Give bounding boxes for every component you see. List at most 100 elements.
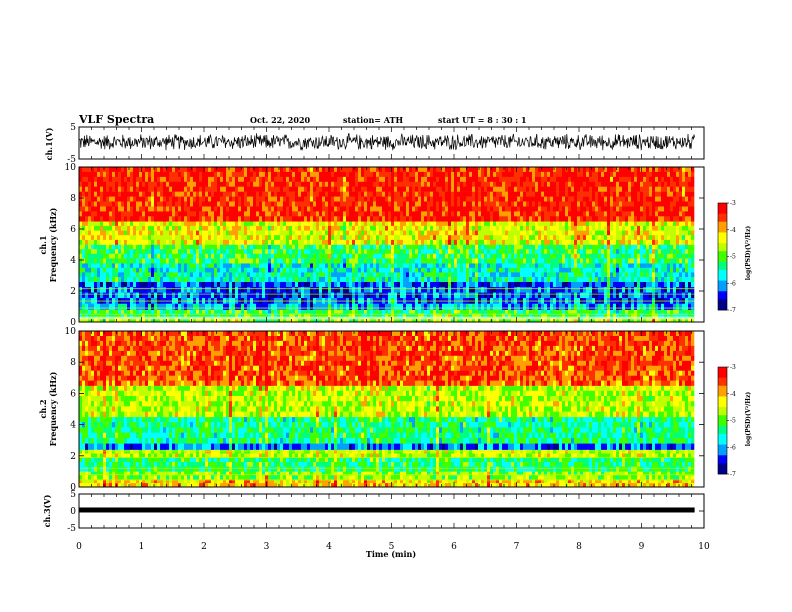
ch2-spectrogram-colorbar-cell bbox=[718, 425, 727, 429]
ch1-spectrogram-colorbar-cell bbox=[718, 213, 727, 217]
ch2-spectrogram-colorbar-tick-label: -4 bbox=[730, 391, 736, 398]
ch1-spectrogram-colorbar-cell bbox=[718, 272, 727, 276]
ch1-spectrogram-colorbar-cell bbox=[718, 235, 727, 239]
time-axis-tick-label: 9 bbox=[639, 542, 645, 552]
ch2-spectrogram-colorbar-cell bbox=[718, 457, 727, 462]
ch1-spectrogram-colorbar-cell bbox=[718, 205, 727, 209]
ch1-spectrogram-colorbar-cell bbox=[718, 261, 727, 265]
ch2-spectrogram-colorbar-cell bbox=[718, 372, 727, 376]
time-axis-tick-label: 0 bbox=[76, 542, 82, 552]
ch2-spectrogram-colorbar-cell bbox=[718, 441, 727, 445]
ch3-waveform-ylabel: ch.3(V) bbox=[42, 494, 52, 527]
ch2-spectrogram-colorbar-cell bbox=[718, 444, 727, 448]
ch3-waveform-ytick-label: 0 bbox=[70, 507, 76, 517]
ch2-spectrogram-colorbar-cell bbox=[718, 401, 727, 405]
ch2-spectrogram-colorbar-cell bbox=[718, 460, 727, 464]
ch2-spectrogram-colorbar-cell bbox=[718, 377, 727, 381]
ch1-spectrogram-colorbar-cell bbox=[718, 232, 727, 236]
ch2-spectrogram-colorbar-cell bbox=[718, 428, 727, 432]
ch1-spectrogram-ytick-label: 6 bbox=[70, 225, 76, 235]
time-axis-tick-label: 1 bbox=[139, 542, 145, 552]
time-axis-tick-label: 3 bbox=[264, 542, 270, 552]
ch1-spectrogram-colorbar-cell bbox=[718, 285, 727, 289]
ch2-spectrogram-colorbar-tick-label: -5 bbox=[730, 418, 736, 425]
ch2-spectrogram-colorbar-cell bbox=[718, 423, 727, 427]
ch2-spectrogram-colorbar-cell bbox=[718, 409, 727, 413]
ch3-waveform-panel: 50-50 1 2 3 4 5 6 7 8 9 10 bbox=[67, 490, 710, 552]
ch1-spectrogram-colorbar-cell bbox=[718, 269, 727, 273]
ch2-spectrogram-colorbar-cell bbox=[718, 412, 727, 416]
ch1-spectrogram-colorbar-cell bbox=[718, 259, 727, 263]
ch2-spectrogram-colorbar-tick-label: -6 bbox=[730, 444, 736, 451]
ch2-spectrogram-colorbar-cell bbox=[718, 407, 727, 411]
ch1-spectrogram-colorbar-cell bbox=[718, 248, 727, 252]
ch2-spectrogram-ytick-label: 6 bbox=[70, 389, 76, 399]
ch1-spectrogram-colorbar-tick-label: -3 bbox=[730, 200, 736, 207]
time-axis-tick-label: 8 bbox=[576, 542, 582, 552]
ch1-spectrogram-colorbar-cell bbox=[718, 203, 727, 207]
ch1-spectrogram-ytick-label: 4 bbox=[70, 256, 76, 266]
ch2-spectrogram-colorbar-cell bbox=[718, 388, 727, 392]
ch1-spectrogram-colorbar-cell bbox=[718, 264, 727, 268]
ch1-spectrogram-colorbar-cell bbox=[718, 224, 727, 228]
ch1-spectrogram-colorbar-tick-label: -6 bbox=[730, 280, 736, 287]
ch1-spectrogram-colorbar-cell bbox=[718, 275, 727, 279]
ch2-spectrogram-colorbar-cell bbox=[718, 375, 727, 379]
ch2-spectrogram-colorbar-cell bbox=[718, 420, 727, 424]
ch1-spectrogram-ytick-label: 10 bbox=[65, 163, 77, 173]
ch1-spectrogram-colorbar-cell bbox=[718, 293, 727, 298]
ch1-spectrogram-colorbar-cell bbox=[718, 251, 727, 255]
ch1-spectrogram-colorbar-tick-label: -5 bbox=[730, 254, 736, 261]
time-axis-tick-label: 4 bbox=[326, 542, 332, 552]
ch1-spectrogram-colorbar-cell bbox=[718, 219, 727, 223]
ch2-spectrogram-colorbar-cell bbox=[718, 399, 727, 403]
ch1-waveform-ytick-label: 5 bbox=[70, 123, 76, 133]
ch2-spectrogram-ytick-label: 8 bbox=[70, 358, 76, 368]
ch2-spectrogram-colorbar-cell bbox=[718, 449, 727, 453]
ch2-spectrogram-colorbar-cell bbox=[718, 369, 727, 373]
ch1-colorbar: -3 -4 -5 -6 -7 bbox=[717, 200, 736, 314]
ch2-spectrogram-colorbar-cell bbox=[718, 463, 727, 467]
ch2-spectrogram-panel: 0 2 4 6 8 10 bbox=[65, 327, 705, 493]
ch3-waveform-line bbox=[79, 507, 695, 513]
ch1-spectrogram-colorbar-tick-label: -7 bbox=[730, 307, 736, 314]
ch3-waveform-ytick-label: 5 bbox=[70, 490, 76, 500]
ch1-spectrogram-colorbar-cell bbox=[718, 240, 727, 244]
ch2-spectrogram-colorbar-cell bbox=[718, 436, 727, 440]
ch2-spectrogram-ytick-label: 10 bbox=[65, 327, 77, 337]
ch1-spectrogram-colorbar-cell bbox=[718, 227, 727, 231]
time-axis-tick-label: 5 bbox=[389, 542, 395, 552]
figure-title: VLF Spectra bbox=[78, 113, 154, 126]
ch1-spectrogram-colorbar-cell bbox=[718, 245, 727, 249]
ch1-spectrogram-colorbar-cell bbox=[718, 216, 727, 220]
ch1-spectrogram-colorbar-cell bbox=[718, 304, 727, 308]
ch2-spectrogram-colorbar-cell bbox=[718, 465, 727, 470]
ch2-frequency-ylabel: Frequency (kHz) bbox=[48, 371, 58, 446]
ch1-spectrogram-colorbar-cell bbox=[718, 280, 727, 284]
time-axis-tick-label: 10 bbox=[698, 542, 710, 552]
time-axis-label: Time (min) bbox=[366, 549, 416, 559]
ch2-spectrogram-colorbar-cell bbox=[718, 447, 727, 451]
ch1-spectrogram-colorbar-cell bbox=[718, 208, 727, 212]
ch2-spectrogram-colorbar-cell bbox=[718, 393, 727, 397]
ch2-spectrogram-colorbar-cell bbox=[718, 471, 727, 475]
ch1-spectrogram-colorbar-cell bbox=[718, 267, 727, 271]
ch1-spectrogram-colorbar-cell bbox=[718, 307, 727, 311]
ch2-spectrogram-colorbar-cell bbox=[718, 383, 727, 387]
ch1-spectrogram-colorbar-cell bbox=[718, 301, 727, 306]
ch2-spectrogram-colorbar-cell bbox=[718, 367, 727, 371]
ch1-spectrogram-colorbar-cell bbox=[718, 283, 727, 287]
time-axis-tick-label: 6 bbox=[451, 542, 457, 552]
ch1-spectrogram-colorbar-cell bbox=[718, 256, 727, 260]
ch2-colorbar-label: log(PSD)(V²/Hz) bbox=[745, 392, 752, 447]
ch1-spectrogram-cells bbox=[79, 167, 695, 323]
ch2-spectrogram-colorbar-cell bbox=[718, 396, 727, 400]
ch1-frequency-ylabel: Frequency (kHz) bbox=[48, 207, 58, 282]
ch2-spectrogram-colorbar-cell bbox=[718, 404, 727, 408]
ch2-spectrogram-colorbar-cell bbox=[718, 452, 727, 456]
ch1-spectrogram-ytick-label: 0 bbox=[70, 318, 76, 328]
ch1-spectrogram-low-band bbox=[79, 316, 695, 320]
ch1-spectrogram-colorbar-cell bbox=[718, 299, 727, 303]
ch2-spectrogram-cells bbox=[79, 331, 695, 488]
